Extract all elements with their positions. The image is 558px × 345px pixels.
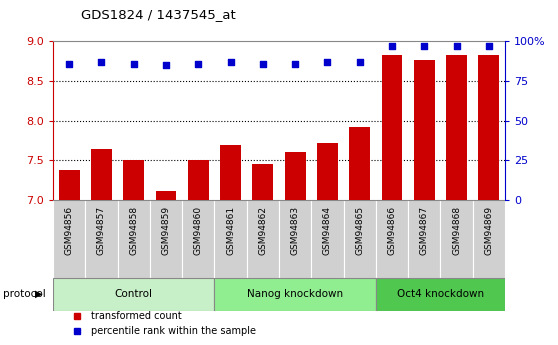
Bar <box>182 200 214 278</box>
Bar <box>91 148 112 200</box>
Bar <box>85 200 118 278</box>
Point <box>162 62 171 68</box>
Bar <box>473 200 505 278</box>
Text: GSM94866: GSM94866 <box>387 206 397 255</box>
Text: GSM94861: GSM94861 <box>226 206 235 255</box>
Text: GSM94868: GSM94868 <box>452 206 461 255</box>
Bar <box>53 200 85 278</box>
Text: protocol: protocol <box>3 289 46 299</box>
Bar <box>478 55 499 200</box>
Bar <box>311 200 344 278</box>
Text: GSM94859: GSM94859 <box>161 206 171 255</box>
Bar <box>150 200 182 278</box>
Legend: transformed count, percentile rank within the sample: transformed count, percentile rank withi… <box>64 307 259 340</box>
Point <box>129 61 138 66</box>
Text: GSM94865: GSM94865 <box>355 206 364 255</box>
Point <box>484 43 493 49</box>
Bar <box>344 200 376 278</box>
Text: GSM94856: GSM94856 <box>65 206 74 255</box>
Text: GSM94860: GSM94860 <box>194 206 203 255</box>
Text: GSM94858: GSM94858 <box>129 206 138 255</box>
Bar <box>285 152 306 200</box>
Bar <box>247 200 279 278</box>
Point <box>65 61 74 66</box>
Text: Oct4 knockdown: Oct4 knockdown <box>397 289 484 299</box>
Bar <box>214 278 376 310</box>
Point <box>452 43 461 49</box>
Point <box>387 43 396 49</box>
Bar <box>220 145 241 200</box>
Bar <box>376 278 505 310</box>
Bar <box>279 200 311 278</box>
Point <box>355 59 364 65</box>
Text: GSM94867: GSM94867 <box>420 206 429 255</box>
Point <box>323 59 332 65</box>
Bar <box>156 190 176 200</box>
Bar <box>188 160 209 200</box>
Text: Nanog knockdown: Nanog knockdown <box>247 289 343 299</box>
Bar <box>123 160 144 200</box>
Bar <box>252 164 273 200</box>
Text: GSM94869: GSM94869 <box>484 206 493 255</box>
Point <box>420 43 429 49</box>
Bar <box>349 127 370 200</box>
Text: ▶: ▶ <box>35 289 42 299</box>
Bar <box>53 278 214 310</box>
Bar <box>214 200 247 278</box>
Bar <box>382 55 402 200</box>
Bar <box>118 200 150 278</box>
Bar <box>408 200 440 278</box>
Text: Control: Control <box>115 289 153 299</box>
Text: GSM94862: GSM94862 <box>258 206 267 255</box>
Bar <box>59 170 80 200</box>
Text: GSM94864: GSM94864 <box>323 206 332 255</box>
Text: GSM94863: GSM94863 <box>291 206 300 255</box>
Text: GSM94857: GSM94857 <box>97 206 106 255</box>
Bar <box>317 143 338 200</box>
Point <box>291 61 300 66</box>
Text: GDS1824 / 1437545_at: GDS1824 / 1437545_at <box>81 8 235 21</box>
Bar <box>376 200 408 278</box>
Bar <box>440 200 473 278</box>
Bar <box>446 55 467 200</box>
Point <box>226 59 235 65</box>
Point <box>194 61 203 66</box>
Bar <box>414 60 435 200</box>
Point <box>258 61 267 66</box>
Point <box>97 59 106 65</box>
